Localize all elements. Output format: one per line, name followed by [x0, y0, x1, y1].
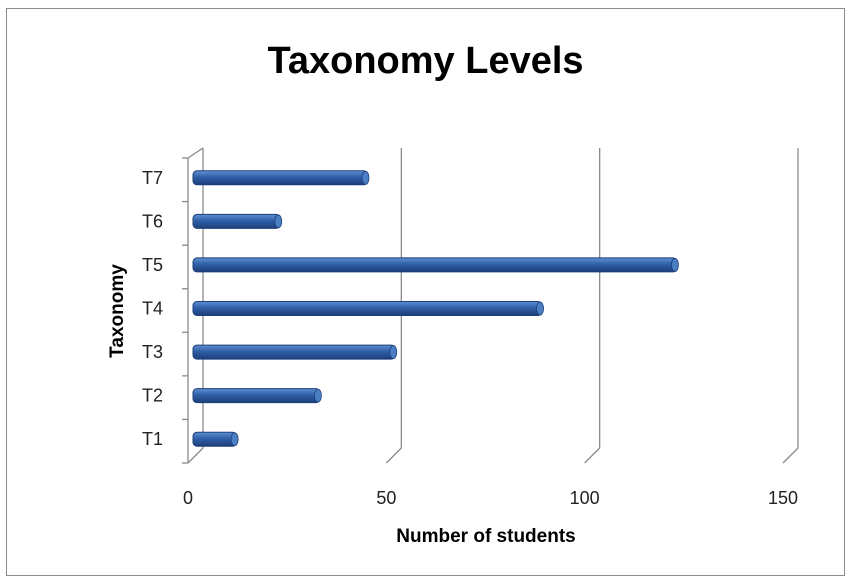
bar-cap-T3 — [389, 345, 398, 359]
y-tick-label: T3 — [142, 342, 163, 362]
bar-cap-T7 — [361, 170, 370, 185]
bar-cap-T5 — [671, 258, 679, 272]
y-tick-label: T6 — [142, 211, 163, 231]
x-tick-label: 0 — [183, 488, 193, 508]
y-tick-label: T5 — [142, 255, 163, 275]
y-tick-label: T7 — [142, 168, 163, 188]
bar-T1 — [192, 431, 238, 447]
bar-T7 — [192, 170, 369, 186]
chart-area — [6, 8, 845, 576]
y-tick-label: T1 — [142, 429, 163, 449]
gridline — [782, 447, 799, 464]
bar-T6 — [192, 213, 281, 229]
y-axis-title: Taxonomy — [107, 264, 128, 358]
bar-T3 — [192, 344, 396, 360]
y-tick-label: T2 — [142, 386, 163, 406]
bar-T2 — [192, 388, 321, 404]
floor-edge — [187, 447, 204, 464]
bar-T5 — [192, 257, 678, 273]
bar-cap-T1 — [230, 432, 239, 447]
x-tick-label: 150 — [768, 488, 798, 508]
bar-T4 — [192, 301, 543, 316]
gridline — [385, 447, 402, 464]
y-tick-label: T4 — [142, 299, 163, 319]
bar-cap-T2 — [314, 388, 322, 403]
bar-cap-T4 — [536, 301, 544, 316]
x-axis-title: Number of students — [396, 526, 576, 547]
x-tick-label: 100 — [570, 488, 600, 508]
axis-top-connector — [187, 147, 204, 159]
gridline — [584, 447, 601, 464]
chart-title: Taxonomy Levels — [267, 40, 584, 82]
bar-cap-T6 — [274, 214, 283, 229]
x-tick-label: 50 — [376, 488, 396, 508]
